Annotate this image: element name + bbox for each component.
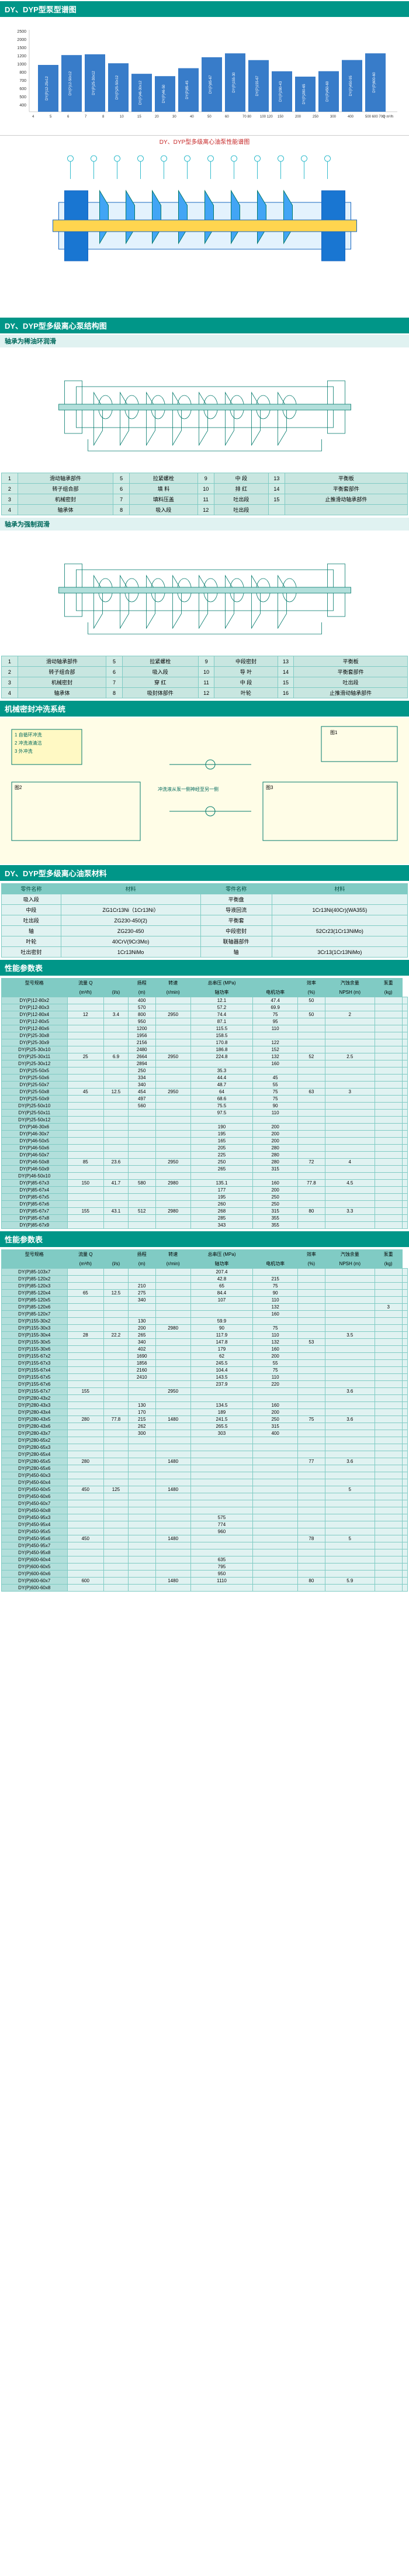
parts-table-2: 1滑动轴承部件5拉紧螺栓9中段密封13平衡板2转子组合部6吸入段10导 叶14平… — [1, 656, 408, 698]
materials-table-wrap: 零件名称材料零件名称材料 吸入段平衡盘中段ZG1Cr13Ni（1Cr13Ni）导… — [0, 882, 409, 959]
svg-text:DY(P)600-60: DY(P)600-60 — [373, 72, 376, 93]
svg-text:冲洗液从泵一侧神经至另一侧: 冲洗液从泵一侧神经至另一侧 — [158, 786, 219, 792]
svg-text:1 自循环冲洗: 1 自循环冲洗 — [15, 732, 42, 738]
svg-text:DY(P)46-30x12: DY(P)46-30x12 — [139, 80, 143, 105]
spectrum-header: DY、DYP型泵型谱图 — [0, 1, 409, 17]
svg-text:30: 30 — [172, 115, 176, 119]
svg-text:1000: 1000 — [17, 63, 26, 67]
perf-table-1: 型号规格流量 Q扬程转速总串压 (MPa)效率汽蚀余量泵重(m³/h)(l/s)… — [1, 978, 408, 1229]
svg-text:300: 300 — [330, 115, 337, 119]
svg-text:DY(P)155-67: DY(P)155-67 — [256, 75, 259, 97]
flush-header: 机械密封冲洗系统 — [0, 701, 409, 717]
perf-header-1: 性能参数表 — [0, 960, 409, 976]
svg-text:DY(P)12-50x12: DY(P)12-50x12 — [69, 71, 72, 95]
svg-text:10: 10 — [120, 115, 124, 119]
spectrum-section: DY、DYP型泵型谱图 2500 2000 1500 1200 1000 800 700 60… — [0, 1, 409, 147]
chart-caption: DY、DYP型多级离心油泵性能谱图 — [0, 136, 409, 147]
svg-text:DY(P)155-30: DY(P)155-30 — [233, 72, 236, 93]
svg-text:8: 8 — [102, 115, 105, 119]
bearing-thin-section: 轴承为稀油环润滑 1滑动轴承部件5拉紧螺栓9中 段13平衡板2转子组合部6填 料… — [0, 335, 409, 516]
svg-text:4: 4 — [32, 115, 34, 119]
svg-text:500: 500 — [19, 95, 26, 99]
svg-text:50: 50 — [207, 115, 212, 119]
bearing-svg-1 — [23, 352, 386, 463]
parts-table-1-wrap: 1滑动轴承部件5拉紧螺栓9中 段13平衡板2转子组合部6填 料10排 红14平衡… — [0, 471, 409, 516]
materials-table: 零件名称材料零件名称材料 吸入段平衡盘中段ZG1Cr13Ni（1Cr13Ni）导… — [1, 883, 408, 958]
structure-header: DY、DYP型多级离心泵结构图 — [0, 318, 409, 333]
svg-text:40: 40 — [190, 115, 194, 119]
svg-text:3 外冲洗: 3 外冲洗 — [15, 748, 33, 754]
svg-text:60: 60 — [225, 115, 229, 119]
svg-text:DY(P)450-95: DY(P)450-95 — [349, 75, 353, 97]
bearing-force-header: 轴承为强制润滑 — [0, 518, 409, 531]
bearing-diagram-1 — [0, 349, 409, 471]
svg-text:2500: 2500 — [17, 30, 26, 34]
svg-text:图2: 图2 — [15, 785, 22, 790]
svg-text:DY(P)85-67: DY(P)85-67 — [209, 75, 213, 94]
pump-cutaway-svg — [23, 150, 386, 302]
svg-text:100 120: 100 120 — [260, 115, 273, 119]
flush-svg: 图1 1 自循环冲洗 2 冲洗液清洁 3 外冲洗 冲洗液从泵一侧神经至另一侧 图… — [6, 724, 403, 846]
svg-text:7: 7 — [85, 115, 87, 119]
svg-text:400: 400 — [348, 115, 354, 119]
flush-diagram: 图1 1 自循环冲洗 2 冲洗液清洁 3 外冲洗 冲洗液从泵一侧神经至另一侧 图… — [0, 718, 409, 864]
svg-text:500 600 700: 500 600 700 — [365, 115, 385, 119]
svg-text:150: 150 — [278, 115, 284, 119]
svg-text:600: 600 — [19, 87, 26, 91]
svg-text:图3: 图3 — [266, 785, 273, 790]
svg-text:20: 20 — [155, 115, 159, 119]
parts-table-2-wrap: 1滑动轴承部件5拉紧螺栓9中段密封13平衡板2转子组合部6吸入段10导 叶14平… — [0, 655, 409, 700]
perf-header-2: 性能参数表 — [0, 1231, 409, 1247]
flush-section: 机械密封冲洗系统 图1 1 自循环冲洗 2 冲洗液清洁 3 外冲洗 冲洗液从泵一… — [0, 701, 409, 864]
svg-text:1200: 1200 — [17, 54, 26, 58]
svg-text:DY(P)25-50x12: DY(P)25-50x12 — [116, 75, 119, 99]
parts-table-1: 1滑动轴承部件5拉紧螺栓9中 段13平衡板2转子组合部6填 料10排 红14平衡… — [1, 473, 408, 515]
perf-section-1: 性能参数表 型号规格流量 Q扬程转速总串压 (MPa)效率汽蚀余量泵重(m³/h… — [0, 960, 409, 1230]
svg-text:DY(P)46-50: DY(P)46-50 — [162, 84, 166, 103]
bearing-diagram-2 — [0, 532, 409, 655]
chart-svg: 2500 2000 1500 1200 1000 800 700 600 500 400 4 5 6 7… — [6, 24, 403, 123]
svg-text:DY(P)280-43: DY(P)280-43 — [279, 81, 283, 102]
svg-text:Q m³/h: Q m³/h — [383, 115, 393, 119]
svg-text:250: 250 — [313, 115, 319, 119]
perf-section-2: 性能参数表 型号规格流量 Q扬程转速总串压 (MPa)效率汽蚀余量泵重(m³/h… — [0, 1231, 409, 1593]
perf-table-1-wrap: 型号规格流量 Q扬程转速总串压 (MPa)效率汽蚀余量泵重(m³/h)(l/s)… — [0, 977, 409, 1230]
svg-text:800: 800 — [19, 71, 26, 75]
spectrum-chart: 2500 2000 1500 1200 1000 800 700 600 500 400 4 5 6 7… — [0, 18, 409, 136]
svg-text:DY(P)25-30x12: DY(P)25-30x12 — [92, 71, 96, 95]
svg-text:15: 15 — [137, 115, 141, 119]
svg-text:DY(P)450-60: DY(P)450-60 — [326, 81, 330, 102]
perf-table-2-wrap: 型号规格流量 Q扬程转速总串压 (MPa)效率汽蚀余量泵重(m³/h)(l/s)… — [0, 1248, 409, 1593]
svg-text:2 冲洗液清洁: 2 冲洗液清洁 — [15, 740, 42, 746]
svg-text:6: 6 — [67, 115, 70, 119]
svg-text:70 80: 70 80 — [242, 115, 252, 119]
bearing-thin-header: 轴承为稀油环润滑 — [0, 335, 409, 347]
materials-header: DY、DYP型多级离心油泵材料 — [0, 865, 409, 881]
perf-table-2: 型号规格流量 Q扬程转速总串压 (MPa)效率汽蚀余量泵重(m³/h)(l/s)… — [1, 1249, 408, 1592]
svg-text:DY(P)280-65: DY(P)280-65 — [303, 84, 306, 105]
structure-section: DY、DYP型多级离心泵结构图 — [0, 147, 409, 333]
svg-text:2000: 2000 — [17, 38, 26, 42]
svg-text:700: 700 — [19, 79, 26, 83]
bearing-force-section: 轴承为强制润滑 1滑动轴承部件5拉紧螺栓9中段密封13平衡板2转子组合部6吸入段… — [0, 518, 409, 700]
bearing-svg-2 — [23, 535, 386, 646]
svg-text:400: 400 — [19, 104, 26, 108]
svg-text:200: 200 — [295, 115, 301, 119]
svg-text:DY(P)12-25x12: DY(P)12-25x12 — [46, 76, 49, 101]
svg-text:5: 5 — [50, 115, 52, 119]
svg-text:DY(P)85-45: DY(P)85-45 — [186, 80, 189, 99]
materials-section: DY、DYP型多级离心油泵材料 零件名称材料零件名称材料 吸入段平衡盘中段ZG1… — [0, 865, 409, 959]
svg-text:1500: 1500 — [17, 46, 26, 50]
pump-diagram-1 — [0, 147, 409, 316]
svg-text:图1: 图1 — [330, 730, 338, 735]
